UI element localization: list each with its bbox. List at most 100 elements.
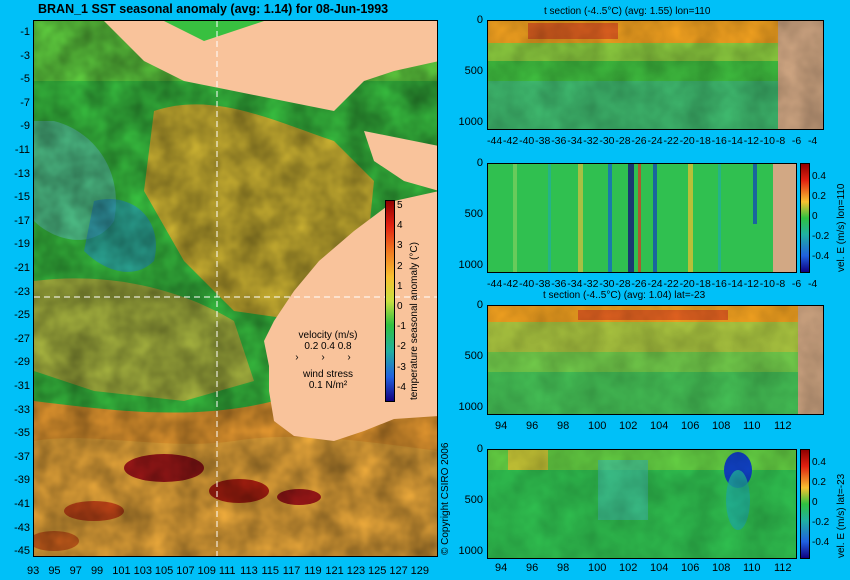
panel-x-tick-label: -16 (711, 278, 727, 290)
panel3-field (488, 306, 823, 414)
lat-tick-label: -39 (14, 474, 30, 487)
section-panel-2 (487, 163, 797, 273)
panel-x-tick-label: -26 (631, 135, 647, 147)
panel-x-tick-label: 102 (619, 420, 638, 432)
section-panel-3 (487, 305, 824, 415)
lat-tick-label: -33 (14, 403, 30, 416)
panel-x-tick-label: -24 (647, 278, 663, 290)
lon-tick-label: 111 (218, 565, 236, 577)
lon-tick-label: 107 (176, 565, 195, 577)
lon-tick-label: 109 (197, 565, 216, 577)
panel-x-tick-label: -34 (567, 278, 583, 290)
panel-x-tick-label: -38 (535, 278, 551, 290)
panel-x-tick-label: 112 (774, 420, 792, 432)
map-colorbar-label: temperature seasonal anomaly (°C) (409, 242, 420, 400)
panel-x-tick-label: -14 (727, 135, 743, 147)
panel-x-tick-label: 98 (557, 420, 570, 432)
panel-depth-tick-label: 1000 (458, 259, 483, 272)
panel-x-tick-label: -4 (807, 278, 818, 290)
copyright-note: © Copyright CSIRO 2006 (440, 442, 451, 555)
panel-x-tick-label: 108 (712, 420, 731, 432)
panel-x-tick-label: 98 (557, 562, 570, 574)
lon-tick-label: 103 (133, 565, 152, 577)
panel-x-tick-label: -28 (615, 278, 631, 290)
panel-x-tick-label: -6 (791, 135, 802, 147)
panel-x-tick-label: 104 (650, 420, 669, 432)
lat-tick-label: -19 (14, 238, 30, 251)
panel-x-tick-label: -26 (631, 278, 647, 290)
panel-x-tick-label: -40 (519, 278, 535, 290)
panel-x-tick-label: -16 (711, 135, 727, 147)
panel-depth-tick-label: 1000 (458, 116, 483, 129)
lon-tick-label: 127 (389, 565, 408, 577)
panel-x-tick-label: -6 (791, 278, 802, 290)
panel-x-tick-label: -36 (551, 278, 567, 290)
panel-x-tick-label: 94 (495, 420, 508, 432)
panel-x-tick-label: -4 (807, 135, 818, 147)
lon-tick-label: 129 (410, 565, 430, 577)
lon-tick-label: 93 (27, 565, 40, 577)
panel2-colorbar (800, 163, 810, 273)
lon-tick-label: 119 (304, 565, 322, 577)
lon-tick-label: 95 (48, 565, 61, 577)
panel3-title: t section (-4..5°C) (avg: 1.04) lat=-23 (543, 290, 706, 301)
panel4-side-label: vel. E (m/s) lat=-23 (836, 473, 847, 558)
panel-depth-tick-label: 1000 (458, 401, 483, 414)
lat-tick-label: -15 (14, 191, 30, 204)
section-panel-4 (487, 449, 797, 559)
lat-tick-label: -25 (14, 309, 30, 322)
velocity-label: velocity (m/s) (298, 330, 358, 341)
panel-x-tick-label: -38 (535, 135, 551, 147)
section-panel-1 (487, 20, 824, 130)
lat-tick-label: -7 (20, 96, 30, 109)
panel-x-tick-label: -10 (759, 135, 775, 147)
panel4-field (488, 450, 796, 558)
panel1-field (488, 21, 823, 129)
panel-depth-tick-label: 0 (476, 14, 483, 26)
lon-tick-label: 123 (346, 565, 366, 577)
lon-tick-label: 99 (90, 565, 104, 577)
wind-label: wind stress (302, 369, 353, 380)
lon-tick-label: 101 (112, 565, 131, 577)
lat-tick-label: -35 (14, 427, 30, 440)
panel-x-tick-label: 106 (681, 420, 700, 432)
lat-tick-label: -23 (14, 285, 30, 298)
panel-x-tick-label: -44 (487, 278, 503, 290)
lon-tick-label: 117 (282, 565, 301, 577)
lat-tick-label: -3 (20, 49, 30, 62)
panel-x-tick-label: 100 (588, 420, 607, 432)
velocity-arrows: › › › (295, 352, 361, 363)
panel-x-tick-label: -20 (679, 278, 695, 290)
map-lon-ticks: 93 95 97 99 101 103 105 107 109 111 113 115 117 119 12… (27, 565, 438, 578)
lat-tick-label: -37 (14, 450, 30, 463)
panel-x-tick-label: -44 (487, 135, 503, 147)
panel-x-tick-label: -32 (583, 278, 599, 290)
lat-tick-label: -29 (14, 356, 30, 369)
lat-tick-label: -43 (14, 521, 30, 534)
panel-x-tick-label: 96 (526, 420, 539, 432)
panel-x-tick-label: -36 (551, 135, 567, 147)
panel1-title: t section (-4..5°C) (avg: 1.55) lon=110 (544, 6, 711, 17)
lon-tick-label: 113 (240, 565, 258, 577)
panel-x-tick-label: -22 (663, 278, 679, 290)
panel-x-tick-label: -30 (599, 278, 615, 290)
lat-tick-label: -45 (14, 545, 30, 558)
panel-x-tick-label: -28 (615, 135, 631, 147)
panel-depth-tick-label: 500 (464, 494, 483, 507)
panel-x-tick-label: -12 (743, 135, 759, 147)
panel-x-tick-label: -18 (695, 135, 711, 147)
map-colorbar (385, 200, 395, 402)
panel-depth-tick-label: 500 (464, 208, 483, 221)
panel-x-tick-label: -10 (759, 278, 775, 290)
panel2-colorbar-ticks: 0.4 0.2 0 -0.2 -0.4 (812, 171, 830, 262)
panel-x-tick-label: -8 (775, 135, 786, 147)
panel4-colorbar-ticks: 0.4 0.2 0 -0.2 -0.4 (812, 457, 830, 548)
panel-x-tick-label: -42 (503, 135, 519, 147)
panel4-colorbar (800, 449, 810, 559)
lon-tick-label: 115 (261, 565, 280, 577)
panel-x-tick-label: -40 (519, 135, 535, 147)
panel-x-tick-label: -34 (567, 135, 583, 147)
lat-tick-label: -1 (20, 26, 30, 38)
velocity-values: 0.2 0.4 0.8 (304, 341, 352, 352)
lat-tick-label: -13 (14, 167, 30, 180)
